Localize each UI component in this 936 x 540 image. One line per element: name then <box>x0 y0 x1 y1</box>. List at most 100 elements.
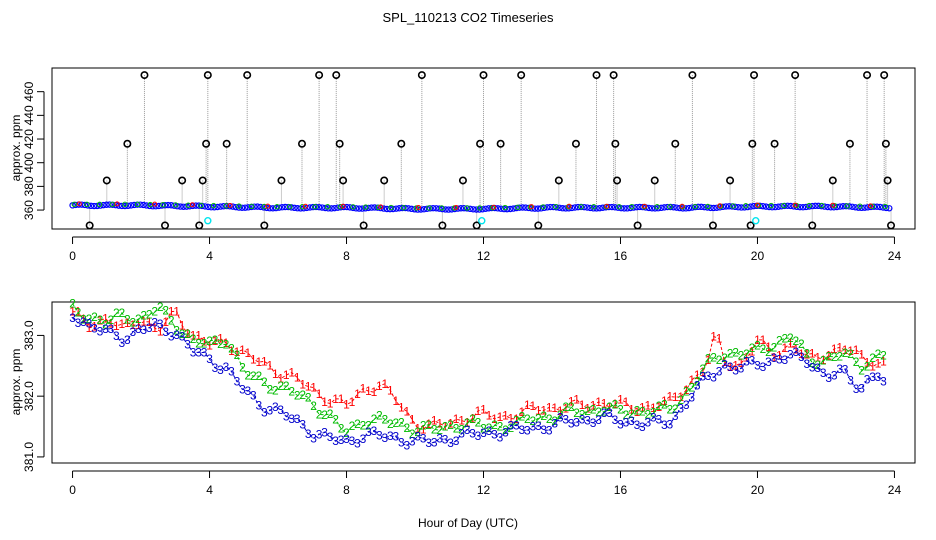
series-3-marker: 3 <box>283 410 290 424</box>
calibration-point <box>458 176 467 185</box>
series-1-marker: 1 <box>75 305 82 319</box>
series-2-marker: 2 <box>634 403 641 417</box>
baseline-point-green <box>210 202 217 209</box>
series-2-marker: 2 <box>256 369 263 383</box>
series-3-marker: 3 <box>771 351 778 365</box>
series-2-marker: 2 <box>283 379 290 393</box>
baseline-point <box>799 204 807 211</box>
series-1-marker: 1 <box>595 395 602 409</box>
baseline-point <box>349 204 357 212</box>
baseline-point <box>241 204 249 211</box>
baseline-point-green <box>857 203 863 209</box>
series-3-marker: 3 <box>469 426 476 440</box>
series-1-marker: 1 <box>831 342 838 356</box>
series-1-marker: 1 <box>562 401 569 415</box>
series-2-marker: 2 <box>371 412 378 426</box>
series-1-marker: 1 <box>864 356 871 370</box>
baseline-point-red <box>453 204 459 210</box>
baseline-point-green <box>869 203 876 210</box>
series-3-marker: 3 <box>442 433 449 447</box>
series-3-marker: 3 <box>869 370 876 384</box>
baseline-point <box>812 202 819 210</box>
series-2-marker: 2 <box>792 334 799 348</box>
series-2-marker: 2 <box>414 425 421 439</box>
baseline-point-green <box>122 201 128 208</box>
series-2-marker: 2 <box>836 349 843 363</box>
series-3-marker: 3 <box>738 361 745 375</box>
series-1-marker: 1 <box>858 347 865 361</box>
series-1-marker: 1 <box>650 401 657 415</box>
series-3-marker: 3 <box>447 436 454 450</box>
series-3-marker: 3 <box>853 382 860 396</box>
series-1-marker: 1 <box>398 401 405 415</box>
series-3-marker: 3 <box>332 434 339 448</box>
series-1-marker: 1 <box>431 414 438 428</box>
series-3-marker: 3 <box>453 434 460 448</box>
calibration-point <box>496 139 505 148</box>
baseline-point <box>809 202 816 210</box>
series-2-marker: 2 <box>688 380 695 394</box>
series-2-marker: 2 <box>557 408 564 422</box>
series-2-marker: 2 <box>201 337 208 351</box>
series-1-marker: 1 <box>146 315 153 329</box>
series-3-marker: 3 <box>102 322 109 336</box>
series-2-marker: 2 <box>310 399 317 413</box>
baseline-point-green <box>198 202 204 209</box>
series-3-marker: 3 <box>349 434 356 448</box>
baseline-point-red <box>189 202 195 208</box>
baseline-point-green <box>96 201 103 208</box>
series-1-marker: 1 <box>771 350 778 364</box>
calibration-point <box>332 71 341 80</box>
series-1-marker: 1 <box>91 319 98 333</box>
series-3-marker: 3 <box>513 418 520 432</box>
series-2-marker: 2 <box>721 351 728 365</box>
series-3-marker: 3 <box>135 322 142 336</box>
series-3-marker: 3 <box>880 374 887 388</box>
series-1-line <box>72 310 884 431</box>
series-1-marker: 1 <box>80 312 87 326</box>
series-1-marker: 1 <box>666 390 673 404</box>
series-3-marker: 3 <box>809 361 816 375</box>
baseline-point-red <box>378 204 384 210</box>
series-3-marker: 3 <box>212 361 219 375</box>
series-2-marker: 2 <box>151 305 158 319</box>
baseline-point <box>584 204 591 211</box>
baseline-point <box>775 203 782 210</box>
baseline-point <box>90 202 98 210</box>
baseline-point-green <box>629 204 635 210</box>
series-2-marker: 2 <box>392 416 399 430</box>
series-1-marker: 1 <box>239 343 246 357</box>
series-1-marker: 1 <box>875 357 882 371</box>
baseline-point <box>124 202 132 210</box>
series-3-marker: 3 <box>551 416 558 430</box>
baseline-point <box>346 204 354 211</box>
series-1-marker: 1 <box>168 305 175 319</box>
bottom-ylabel: approx. ppm <box>9 349 23 416</box>
series-2-marker: 2 <box>738 348 745 362</box>
baseline-point <box>673 204 680 211</box>
series-2-marker: 2 <box>239 361 246 375</box>
series-1-marker: 1 <box>201 334 208 348</box>
series-1-marker: 1 <box>754 333 761 347</box>
series-1-marker: 1 <box>836 340 843 354</box>
baseline-point-green <box>553 204 559 210</box>
series-2-marker: 2 <box>266 383 273 397</box>
calibration-point <box>476 139 485 148</box>
series-3-marker: 3 <box>365 425 372 439</box>
series-2-marker: 2 <box>113 306 120 320</box>
baseline-point <box>839 203 847 210</box>
series-2-marker: 2 <box>645 408 652 422</box>
baseline-point <box>371 204 378 211</box>
baseline-point-green <box>299 204 306 210</box>
series-1-marker: 1 <box>420 422 427 436</box>
baseline-point-green <box>578 204 584 210</box>
series-1-marker: 1 <box>880 355 887 369</box>
baseline-point-red <box>566 203 572 209</box>
series-2-marker: 2 <box>590 402 597 416</box>
series-2-marker: 2 <box>655 399 662 413</box>
series-2-marker: 2 <box>469 412 476 426</box>
baseline-point-green <box>768 202 774 209</box>
series-1-marker: 1 <box>354 387 361 401</box>
chart-title: SPL_110213 CO2 Timeseries <box>382 10 554 25</box>
